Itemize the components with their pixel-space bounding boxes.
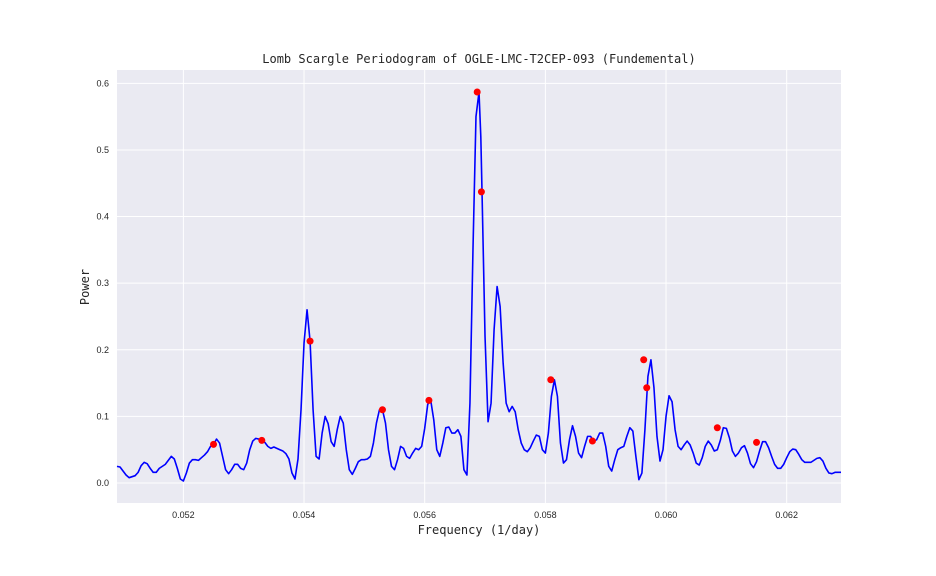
peak-marker bbox=[379, 406, 386, 413]
plot-background bbox=[117, 70, 841, 503]
x-tick-label: 0.062 bbox=[775, 510, 798, 520]
peak-marker bbox=[753, 439, 760, 446]
x-tick-label: 0.058 bbox=[534, 510, 557, 520]
x-tick-label: 0.054 bbox=[293, 510, 316, 520]
y-tick-label: 0.6 bbox=[96, 78, 109, 88]
chart-title: Lomb Scargle Periodogram of OGLE-LMC-T2C… bbox=[262, 52, 695, 66]
y-tick-label: 0.3 bbox=[96, 278, 109, 288]
x-axis-label: Frequency (1/day) bbox=[418, 523, 541, 537]
peak-marker bbox=[643, 384, 650, 391]
peak-marker bbox=[210, 441, 217, 448]
y-tick-label: 0.2 bbox=[96, 345, 109, 355]
y-tick-label: 0.0 bbox=[96, 478, 109, 488]
peak-marker bbox=[307, 338, 314, 345]
peak-marker bbox=[474, 88, 481, 95]
x-tick-label: 0.052 bbox=[172, 510, 195, 520]
peak-marker bbox=[589, 438, 596, 445]
peak-marker bbox=[478, 188, 485, 195]
x-tick-labels: 0.052 0.054 0.056 0.058 0.060 0.062 bbox=[172, 510, 798, 520]
y-tick-label: 0.5 bbox=[96, 145, 109, 155]
y-tick-label: 0.1 bbox=[96, 411, 109, 421]
peak-marker bbox=[640, 356, 647, 363]
peak-marker bbox=[425, 397, 432, 404]
peak-marker bbox=[547, 376, 554, 383]
y-tick-label: 0.4 bbox=[96, 212, 109, 222]
peak-marker bbox=[258, 437, 265, 444]
peak-marker bbox=[714, 424, 721, 431]
x-tick-label: 0.060 bbox=[655, 510, 678, 520]
x-tick-label: 0.056 bbox=[413, 510, 436, 520]
y-tick-labels: 0.0 0.1 0.2 0.3 0.4 0.5 0.6 bbox=[96, 78, 109, 488]
y-axis-label: Power bbox=[78, 269, 92, 305]
